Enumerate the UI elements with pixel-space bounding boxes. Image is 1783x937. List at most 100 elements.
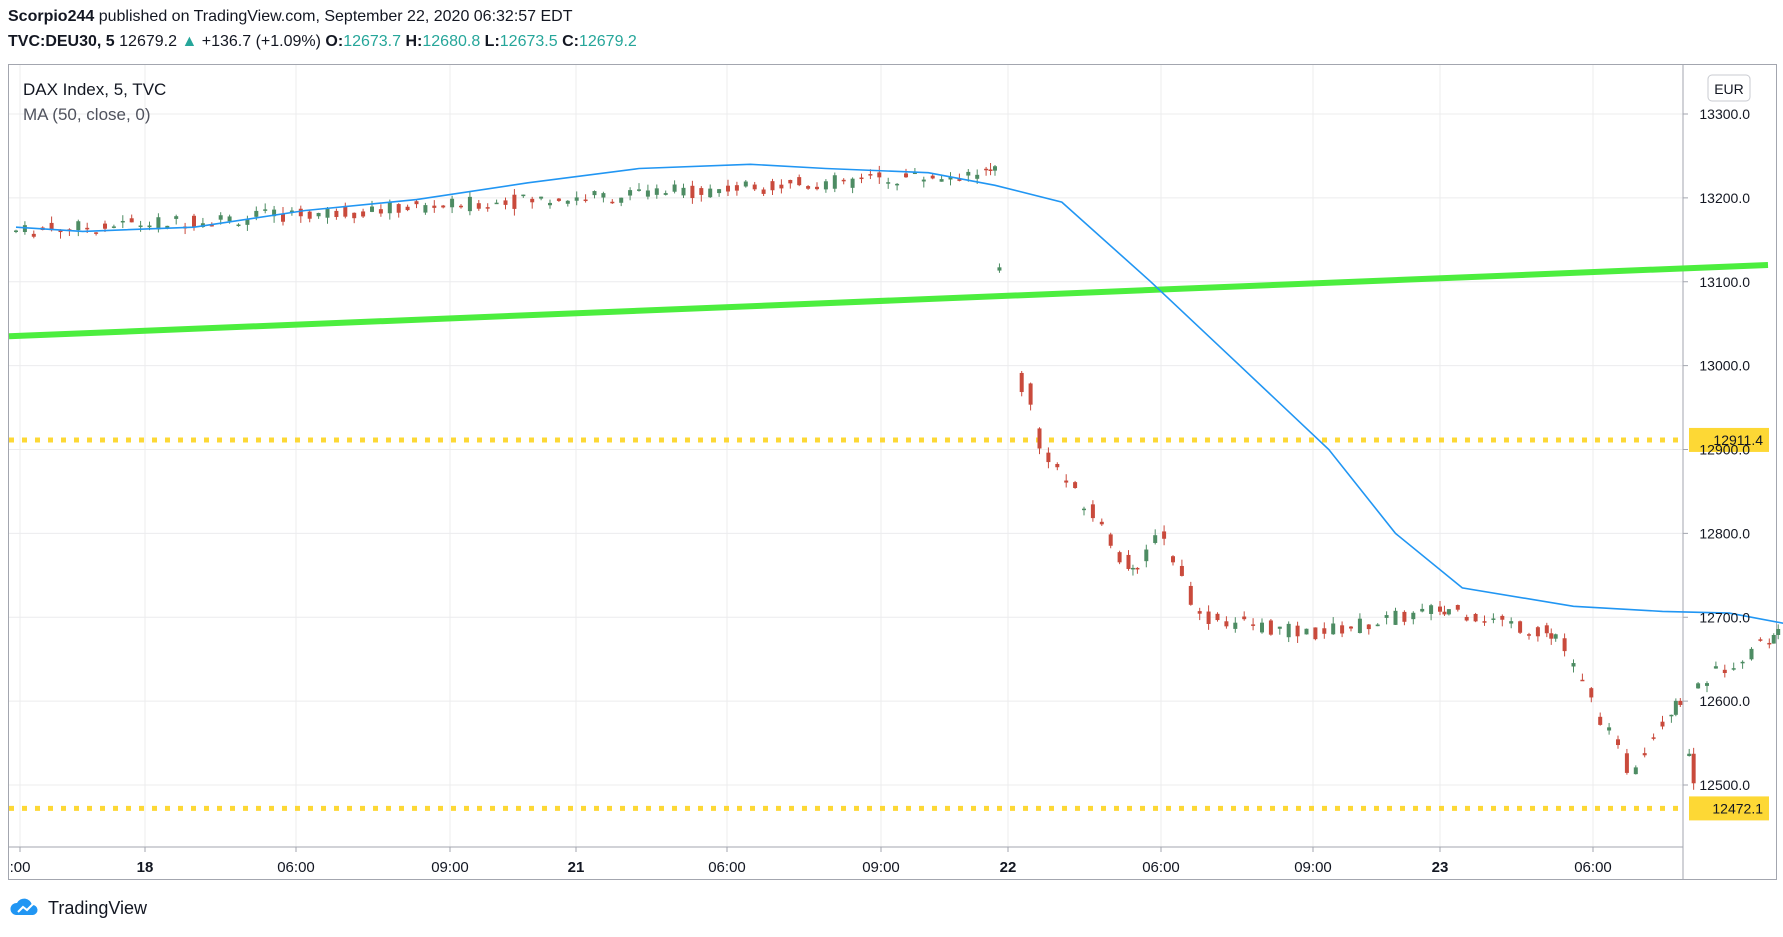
candle-body bbox=[1108, 534, 1113, 546]
candle-body bbox=[904, 173, 908, 178]
candle-body bbox=[156, 217, 161, 230]
candle-body bbox=[1340, 625, 1345, 634]
candle-body bbox=[823, 181, 828, 190]
candle-body bbox=[1295, 625, 1300, 637]
candle-body bbox=[654, 188, 659, 195]
last-price: 12679.2 bbox=[119, 33, 177, 50]
candle-body bbox=[1446, 609, 1451, 615]
level-label: 12911.4 bbox=[1713, 432, 1763, 448]
candle-body bbox=[192, 215, 196, 228]
candle-body bbox=[565, 200, 570, 204]
tradingview-logo[interactable]: TradingView bbox=[8, 897, 147, 919]
candle-body bbox=[22, 225, 27, 233]
candle-body bbox=[1224, 621, 1229, 627]
candle-body bbox=[1678, 700, 1683, 705]
candle-body bbox=[806, 186, 811, 189]
candle-body bbox=[948, 176, 953, 180]
candle-body bbox=[503, 200, 508, 205]
candle-body bbox=[1429, 605, 1434, 614]
candle-body bbox=[841, 179, 846, 182]
candle-body bbox=[988, 169, 993, 171]
x-tick-label: :00 bbox=[10, 859, 31, 876]
price-axis[interactable]: 13300.0 13200.0 13100.0 13000.0 12900.0 12800… bbox=[1683, 106, 1750, 793]
x-tick-label: 21 bbox=[568, 859, 585, 876]
x-tick-label: 06:00 bbox=[708, 859, 746, 876]
candle-body bbox=[325, 209, 330, 218]
candle-body bbox=[770, 181, 775, 191]
time-axis[interactable]: :00 18 06:00 09:00 21 06:00 09:00 22 06:00 09:00 2… bbox=[10, 847, 1612, 876]
candle-body bbox=[1491, 618, 1496, 620]
candle-body bbox=[236, 224, 241, 227]
chart-pane[interactable] bbox=[8, 64, 1777, 880]
candle-body bbox=[432, 205, 437, 208]
candle-body bbox=[930, 175, 935, 179]
candle-body bbox=[832, 175, 837, 189]
candle-body bbox=[1162, 531, 1167, 539]
trendline-layer bbox=[8, 261, 1769, 340]
candle-body bbox=[1687, 753, 1692, 757]
candle-body bbox=[1375, 624, 1380, 627]
y-tick-label: 12800.0 bbox=[1699, 525, 1750, 541]
price-change: +136.7 (+1.09%) bbox=[201, 33, 321, 50]
candle-body bbox=[548, 202, 552, 206]
candle-body bbox=[1171, 556, 1175, 563]
candle-body bbox=[94, 232, 99, 234]
candle-body bbox=[1580, 679, 1585, 682]
candle-body bbox=[31, 233, 36, 237]
y-tick-label: 13000.0 bbox=[1699, 358, 1750, 374]
x-tick-label: 23 bbox=[1432, 859, 1449, 876]
candle-body bbox=[414, 201, 419, 205]
candle-body bbox=[921, 179, 926, 182]
candle-body bbox=[556, 198, 561, 201]
candle-body bbox=[1624, 753, 1629, 773]
candle-body bbox=[227, 216, 232, 222]
candle-body bbox=[1055, 464, 1060, 468]
candle-body bbox=[245, 219, 250, 225]
candle-body bbox=[1518, 621, 1523, 633]
brand-name: TradingView bbox=[48, 897, 148, 918]
candle-body bbox=[1669, 714, 1674, 717]
candle-body bbox=[1331, 623, 1336, 635]
legend-title: DAX Index, 5, TVC bbox=[23, 80, 167, 99]
candle-body bbox=[1090, 504, 1095, 519]
candle-body bbox=[1117, 552, 1122, 563]
candle-body bbox=[877, 172, 882, 178]
candle-body bbox=[708, 188, 713, 198]
candle-body bbox=[352, 212, 357, 219]
candle-body bbox=[1144, 549, 1149, 562]
candle-body bbox=[690, 185, 695, 199]
candle-body bbox=[1740, 661, 1745, 664]
candle-body bbox=[111, 226, 116, 228]
candle-body bbox=[886, 182, 891, 184]
candle-body bbox=[726, 185, 730, 192]
candle-body bbox=[1260, 622, 1264, 633]
y-tick-label: 12600.0 bbox=[1699, 693, 1750, 709]
candle-body bbox=[957, 179, 962, 181]
candle-body bbox=[1673, 700, 1678, 715]
candle-body bbox=[672, 184, 677, 192]
candle-body bbox=[997, 267, 1002, 271]
candle-body bbox=[1767, 642, 1772, 645]
currency-button[interactable]: EUR bbox=[1707, 74, 1751, 102]
candle-body bbox=[797, 177, 802, 186]
candle-body bbox=[58, 230, 63, 233]
candle-body bbox=[307, 211, 312, 219]
candle-body bbox=[850, 178, 855, 188]
level-label: 12472.1 bbox=[1712, 800, 1763, 816]
candle-body bbox=[1357, 618, 1362, 634]
candle-body bbox=[1384, 615, 1389, 618]
ma-line bbox=[15, 163, 1783, 624]
candle-body bbox=[76, 221, 81, 231]
candle-body bbox=[1776, 628, 1781, 635]
candle-body bbox=[1322, 628, 1327, 634]
candle-body bbox=[396, 204, 401, 213]
y-tick-label: 13200.0 bbox=[1699, 190, 1750, 206]
candle-body bbox=[619, 197, 624, 203]
candle-body bbox=[1411, 612, 1416, 620]
candle-body bbox=[494, 202, 499, 205]
candle-body bbox=[1268, 620, 1273, 635]
candle-body bbox=[628, 190, 633, 196]
candle-body bbox=[423, 205, 428, 213]
candle-body bbox=[387, 202, 392, 214]
